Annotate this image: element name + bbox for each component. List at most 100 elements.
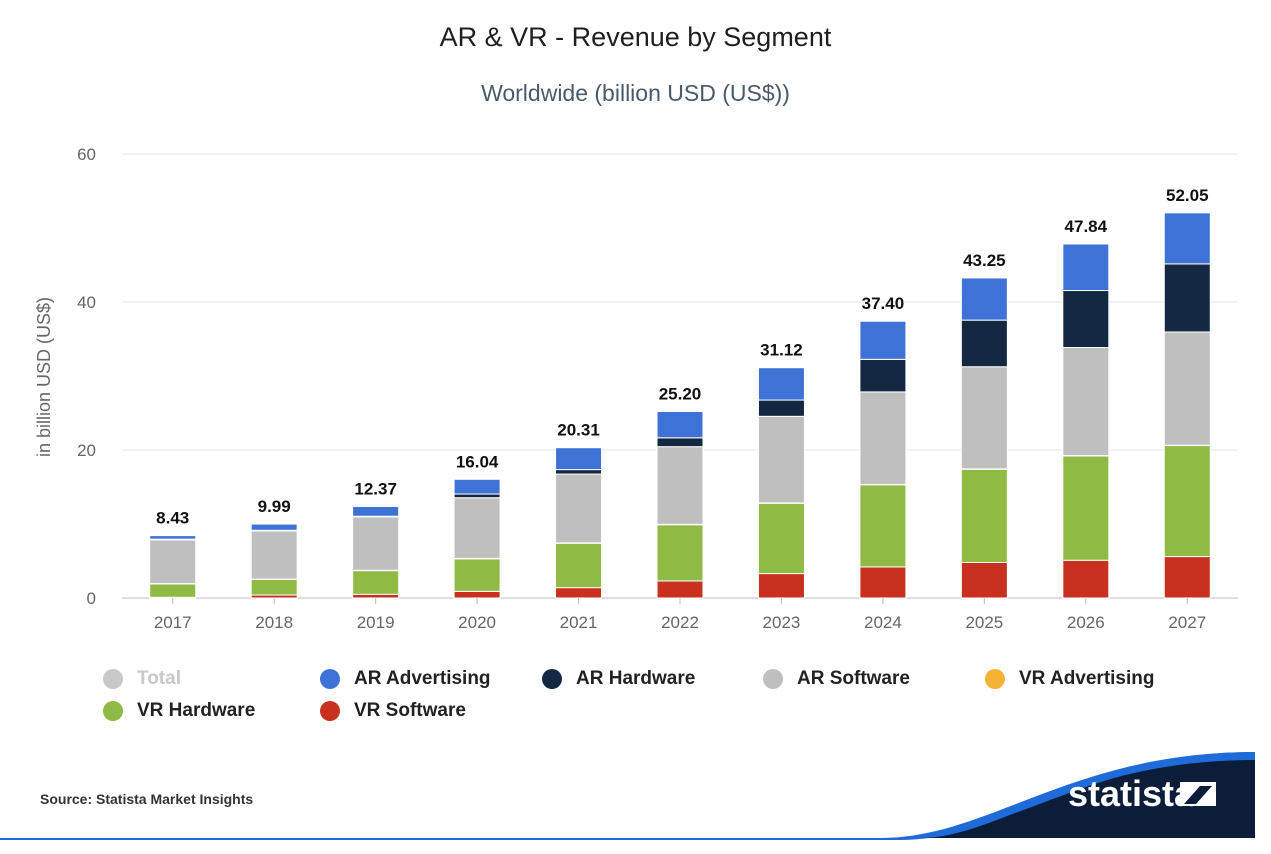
legend-item-ar-software[interactable]: AR Software (763, 668, 910, 690)
total-data-label: 9.99 (258, 497, 291, 516)
bar-segment-ar-advertising[interactable] (352, 505, 400, 517)
bar-segment-ar-advertising[interactable] (757, 367, 805, 401)
x-axis: 2017 2018 2019 2020 2021 2022 2023 2024 2025 2026… (154, 598, 1206, 632)
bar-segment-vr-hardware[interactable] (453, 558, 501, 592)
bar-segment-ar-software[interactable] (250, 530, 298, 580)
total-data-label: 52.05 (1166, 186, 1209, 205)
bar-segment-ar-advertising[interactable] (859, 320, 907, 360)
legend: Total AR Advertising AR Hardware AR Softwar… (0, 664, 1271, 734)
bar-segment-ar-advertising[interactable] (960, 277, 1008, 321)
bar-segment-ar-advertising[interactable] (250, 523, 298, 531)
legend-label: VR Advertising (1019, 668, 1155, 689)
bar-segment-ar-hardware[interactable] (757, 399, 805, 417)
bars (149, 212, 1211, 599)
y-tick-label: 0 (87, 589, 96, 608)
x-tick-label: 2022 (661, 613, 699, 632)
bar-segment-ar-software[interactable] (656, 446, 704, 525)
bar-segment-ar-software[interactable] (960, 366, 1008, 470)
legend-label: Total (137, 668, 181, 689)
bar-segment-ar-software[interactable] (859, 391, 907, 485)
source-note[interactable]: Source: Statista Market Insights (40, 791, 254, 807)
bar-segment-vr-hardware[interactable] (1163, 445, 1211, 558)
bar-segment-vr-hardware[interactable] (352, 570, 400, 595)
bar-segment-vr-software[interactable] (960, 561, 1008, 599)
legend-marker (320, 669, 340, 689)
bar-segment-vr-software[interactable] (453, 590, 501, 599)
legend-item-ar-hardware[interactable]: AR Hardware (542, 668, 695, 690)
bar-segment-ar-advertising[interactable] (1163, 212, 1211, 265)
bar-segment-vr-hardware[interactable] (656, 524, 704, 582)
bar-segment-vr-hardware[interactable] (250, 579, 298, 596)
bar-segment-ar-hardware[interactable] (859, 358, 907, 393)
bar-segment-ar-advertising[interactable] (1062, 243, 1110, 292)
bar-segment-ar-hardware[interactable] (1062, 290, 1110, 349)
legend-label: AR Software (797, 668, 910, 689)
bar-segment-ar-software[interactable] (149, 539, 197, 585)
bar-segment-ar-advertising[interactable] (656, 411, 704, 439)
bar-segment-ar-hardware[interactable] (555, 469, 603, 475)
bar-segment-vr-software[interactable] (352, 593, 400, 599)
legend-marker (320, 701, 340, 721)
stacked-bar-chart: 0 20 40 60 in billion USD (US$) 2017 2018 201… (34, 145, 1238, 632)
bar-segment-ar-hardware[interactable] (656, 437, 704, 448)
x-tick-label: 2023 (763, 613, 801, 632)
x-tick-label: 2027 (1168, 613, 1206, 632)
total-data-label: 31.12 (760, 341, 803, 360)
x-tick-label: 2018 (255, 613, 293, 632)
bar-segment-vr-hardware[interactable] (1062, 455, 1110, 561)
y-tick-label: 60 (77, 145, 96, 164)
bar-segment-vr-hardware[interactable] (555, 542, 603, 589)
bar-segment-vr-hardware[interactable] (960, 468, 1008, 563)
x-tick-label: 2024 (864, 613, 902, 632)
total-data-label: 20.31 (557, 421, 600, 440)
bar-segment-ar-hardware[interactable] (1163, 263, 1211, 333)
bar-segment-vr-hardware[interactable] (149, 583, 197, 598)
legend-item-vr-hardware[interactable]: VR Hardware (103, 700, 255, 722)
bar-segment-vr-software[interactable] (656, 580, 704, 599)
bar-segment-vr-software[interactable] (555, 587, 603, 599)
bar-segment-vr-hardware[interactable] (859, 484, 907, 568)
bar-segment-ar-advertising[interactable] (149, 535, 197, 540)
total-data-label: 43.25 (963, 251, 1006, 270)
total-data-label: 37.40 (862, 294, 905, 313)
statista-logo-icon (1180, 782, 1216, 806)
legend-label: AR Advertising (354, 668, 491, 689)
bar-segment-vr-software[interactable] (1163, 556, 1211, 599)
bar-segment-vr-software[interactable] (1062, 559, 1110, 599)
bar-segment-vr-hardware[interactable] (757, 502, 805, 575)
y-axis-label: in billion USD (US$) (34, 297, 54, 457)
legend-label: AR Hardware (576, 668, 696, 689)
bar-segment-vr-software[interactable] (757, 573, 805, 599)
y-tick-label: 20 (77, 441, 96, 460)
y-tick-label: 40 (77, 293, 96, 312)
bar-segment-ar-software[interactable] (352, 516, 400, 571)
bar-segment-ar-software[interactable] (453, 497, 501, 559)
legend-item-vr-advertising[interactable]: VR Advertising (985, 668, 1155, 690)
chart-title: AR & VR - Revenue by Segment (439, 22, 832, 52)
x-tick-label: 2020 (458, 613, 496, 632)
bar-segment-ar-advertising[interactable] (453, 478, 501, 495)
total-data-label: 8.43 (156, 509, 189, 528)
bar-segment-ar-advertising[interactable] (555, 447, 603, 471)
legend-marker (542, 669, 562, 689)
bar-segment-ar-software[interactable] (1163, 331, 1211, 446)
bar-segment-ar-software[interactable] (757, 415, 805, 504)
x-tick-label: 2017 (154, 613, 192, 632)
bar-segment-ar-software[interactable] (555, 473, 603, 544)
total-data-label: 47.84 (1065, 217, 1108, 236)
legend-marker (985, 669, 1005, 689)
bar-segment-vr-software[interactable] (859, 566, 907, 599)
x-tick-label: 2019 (357, 613, 395, 632)
bar-segment-ar-hardware[interactable] (960, 319, 1008, 368)
total-data-label: 25.20 (659, 385, 702, 404)
legend-marker (103, 669, 123, 689)
bar-segment-ar-software[interactable] (1062, 347, 1110, 457)
legend-item-vr-software[interactable]: VR Software (320, 700, 466, 722)
legend-label: VR Hardware (137, 700, 256, 721)
legend-item-ar-advertising[interactable]: AR Advertising (320, 668, 491, 690)
statista-logo[interactable]: statista (1068, 773, 1195, 814)
legend-item-total[interactable]: Total (103, 668, 181, 690)
total-data-label: 12.37 (354, 479, 397, 498)
bar-segment-ar-hardware[interactable] (453, 493, 501, 499)
chart-subtitle: Worldwide (billion USD (US$)) (481, 80, 790, 106)
